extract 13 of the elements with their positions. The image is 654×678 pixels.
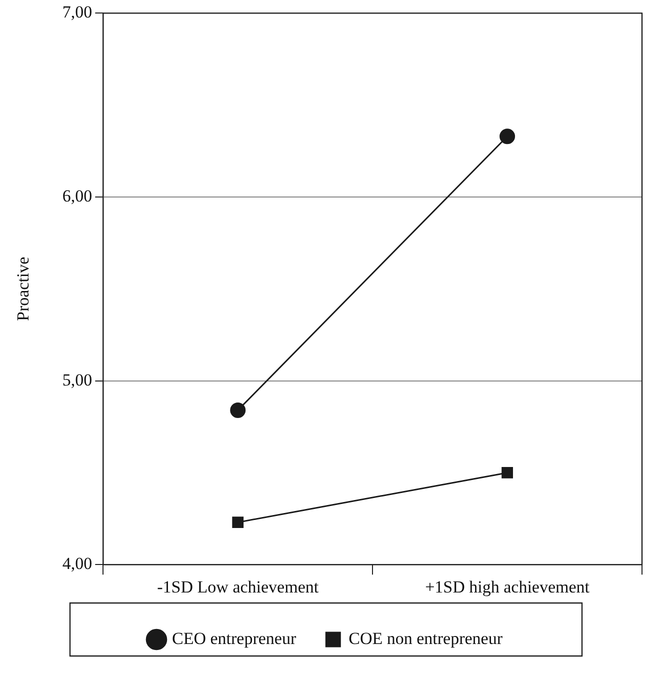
legend-label: COE non entrepreneur (348, 628, 503, 648)
y-tick-label: 4,00 (62, 554, 92, 574)
y-axis-title: Proactive (14, 256, 33, 321)
y-tick-label: 7,00 (62, 2, 92, 22)
x-tick-label: -1SD Low achievement (157, 577, 319, 596)
y-tick-label: 6,00 (62, 186, 92, 206)
y-tick-label: 5,00 (62, 370, 92, 390)
point (232, 516, 244, 528)
legend-label: CEO entrepreneur (172, 628, 296, 648)
point (230, 402, 246, 418)
point (502, 467, 513, 478)
x-tick-label: +1SD high achievement (425, 577, 590, 596)
point (500, 128, 516, 144)
